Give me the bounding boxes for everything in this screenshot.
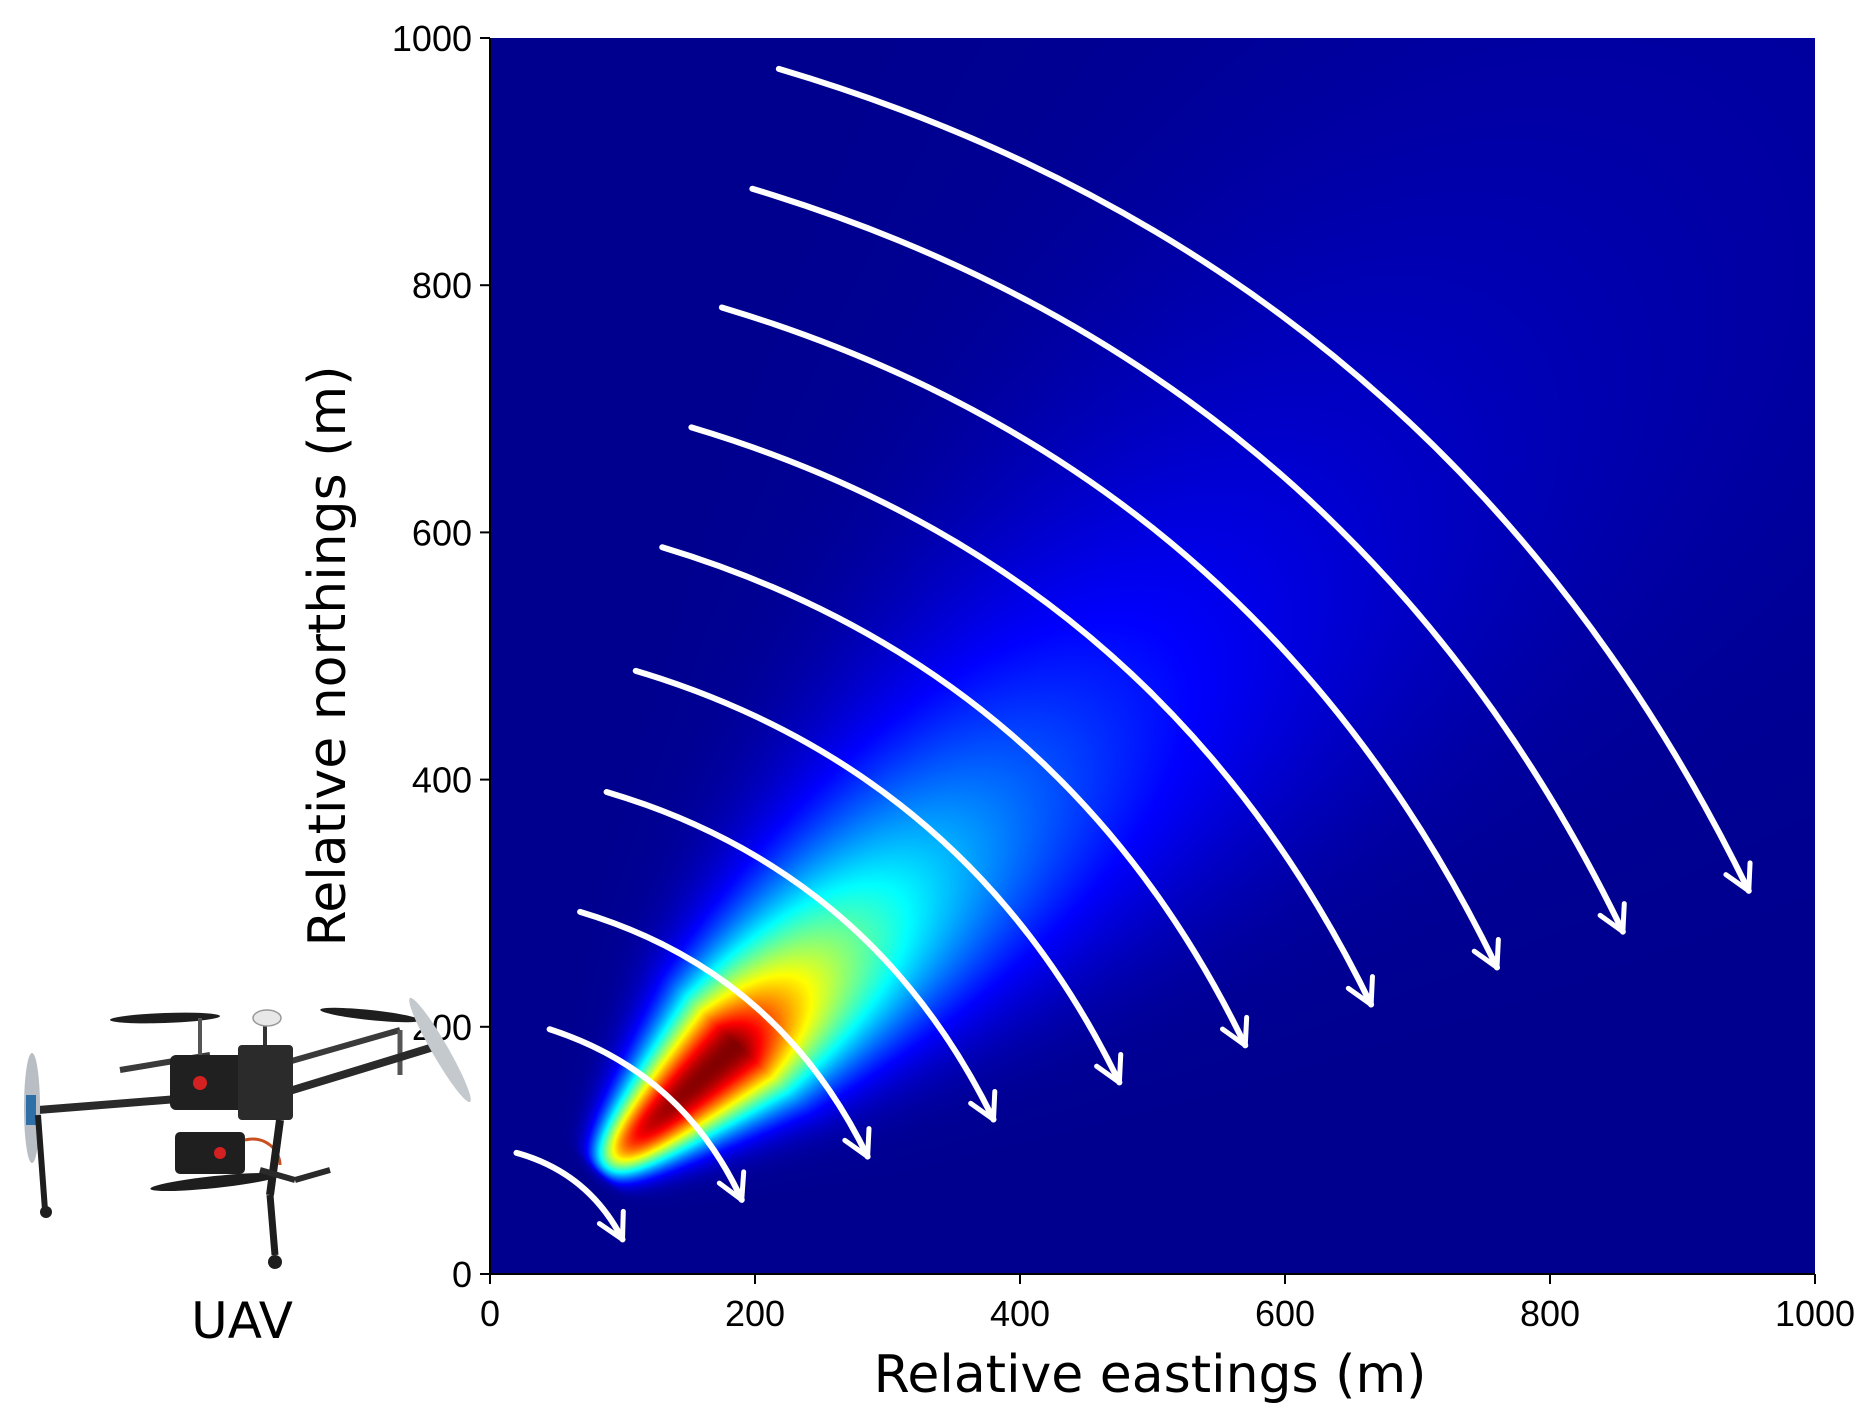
wind-arrow (513, 1149, 626, 1243)
wind-arrow-head (1597, 901, 1627, 935)
axes (489, 38, 1815, 1275)
wind-arrow-head (1723, 860, 1753, 894)
wind-arrow (577, 908, 872, 1160)
wind-arrow (659, 544, 1250, 1049)
y-tick-label: 600 (412, 512, 472, 553)
wind-arrow-arc (577, 908, 871, 1160)
y-axis-title: Relative northings (m) (298, 366, 358, 947)
wind-arrow-arc (749, 185, 1626, 935)
wind-arrow (546, 1026, 747, 1203)
x-tick-label: 800 (1520, 1293, 1580, 1334)
x-axis-title: Relative eastings (m) (874, 1345, 1427, 1405)
x-tick-label: 600 (1255, 1293, 1315, 1334)
wind-arrow-head (968, 1089, 998, 1122)
y-tick-label: 0 (452, 1254, 472, 1295)
y-tick-label: 1000 (392, 18, 472, 59)
concentration-heatmap (490, 38, 1815, 1274)
wind-arrow-arc (659, 544, 1249, 1049)
wind-arrow (749, 185, 1627, 935)
wind-arrow-head (1345, 974, 1375, 1008)
wind-arrow (775, 65, 1753, 894)
wind-arrow (688, 424, 1375, 1008)
wind-direction-arrows (513, 65, 1753, 1243)
x-axis-ticks: 0 200 400 600 800 1000 (480, 1274, 1855, 1334)
wind-arrow-head (716, 1169, 747, 1203)
wind-arrow-head (596, 1208, 626, 1242)
wind-arrow-arc (775, 65, 1752, 894)
wind-arrow (632, 667, 1124, 1086)
wind-arrow-arc (688, 424, 1375, 1008)
wind-arrow-head (1094, 1051, 1124, 1085)
wind-arrow-head (1219, 1014, 1250, 1048)
wind-arrow-arc (603, 788, 997, 1123)
wind-arrow-head (842, 1126, 872, 1160)
wind-arrow-arc (513, 1149, 626, 1243)
wind-arrow-arc (632, 667, 1123, 1086)
x-tick-label: 200 (725, 1293, 785, 1334)
uav-label: UAV (191, 1292, 293, 1350)
wind-arrow (603, 788, 998, 1123)
wind-arrow-head (1471, 937, 1501, 970)
x-tick-label: 400 (990, 1293, 1050, 1334)
wind-arrow (718, 304, 1501, 971)
x-tick-label: 0 (480, 1293, 500, 1334)
y-tick-label: 400 (412, 760, 472, 801)
wind-arrow-arc (546, 1026, 745, 1203)
x-tick-label: 1000 (1775, 1293, 1855, 1334)
wind-arrow-arc (718, 304, 1500, 971)
y-tick-label: 800 (412, 265, 472, 306)
quadcopter-drone-icon (24, 997, 471, 1269)
